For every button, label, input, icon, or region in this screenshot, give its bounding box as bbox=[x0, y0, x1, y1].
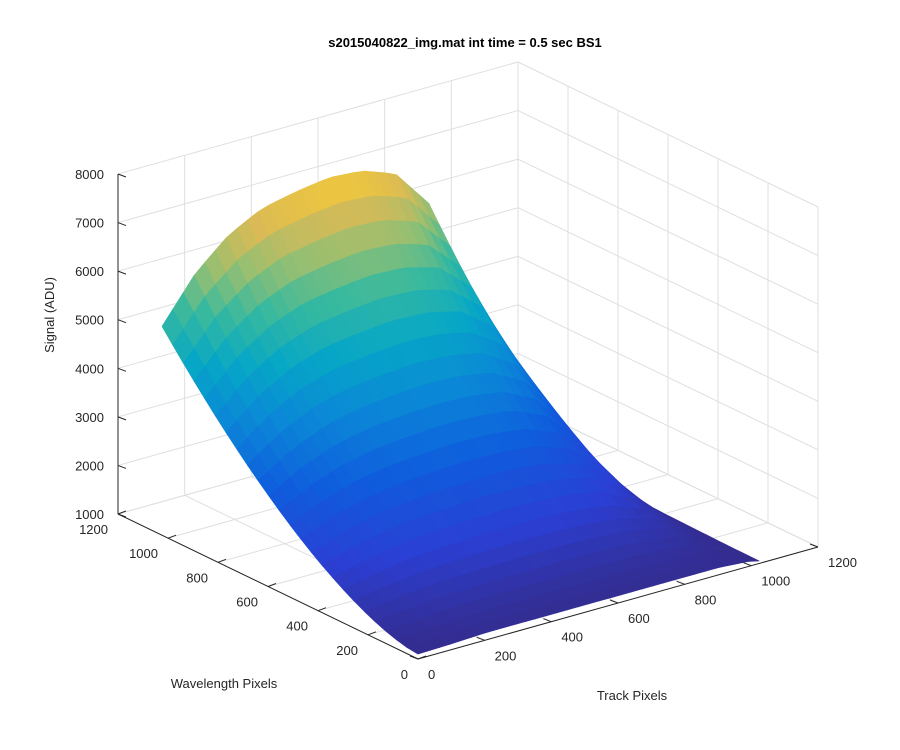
track-tick-label: 1000 bbox=[761, 574, 790, 589]
wavelength-tick-label: 400 bbox=[286, 619, 308, 634]
grid-line bbox=[517, 207, 819, 354]
surface-plot bbox=[161, 170, 760, 655]
z-tick-label: 2000 bbox=[75, 458, 104, 473]
grid-line bbox=[517, 110, 819, 257]
wavelength-tick bbox=[417, 655, 427, 660]
grid-line bbox=[517, 352, 819, 499]
grid-line bbox=[517, 61, 819, 208]
track-tick-label: 200 bbox=[495, 648, 517, 663]
z-tick-label: 7000 bbox=[75, 216, 104, 231]
surface-patch bbox=[406, 643, 430, 655]
wavelength-tick-label: 1000 bbox=[129, 546, 158, 561]
wavelength-tick-label: 0 bbox=[401, 667, 408, 682]
z-tick bbox=[117, 367, 127, 372]
axes-lines bbox=[117, 173, 819, 660]
track-tick-label: 800 bbox=[695, 592, 717, 607]
z-tick-label: 6000 bbox=[75, 264, 104, 279]
z-tick-label: 5000 bbox=[75, 313, 104, 328]
z-tick bbox=[117, 319, 127, 324]
track-tick-label: 1200 bbox=[828, 555, 857, 570]
track-tick-label: 600 bbox=[628, 611, 650, 626]
z-tick bbox=[117, 464, 127, 469]
wavelength-tick bbox=[167, 534, 177, 539]
track-tick bbox=[743, 562, 752, 567]
z-tick bbox=[117, 270, 127, 275]
z-tick bbox=[117, 173, 127, 178]
track-tick bbox=[476, 636, 485, 641]
wavelength-tick bbox=[117, 510, 127, 515]
grid-line bbox=[517, 158, 819, 305]
grid-line bbox=[117, 110, 519, 224]
track-axis-label: Track Pixels bbox=[597, 688, 668, 703]
wavelength-tick-label: 600 bbox=[236, 595, 258, 610]
z-tick bbox=[117, 513, 127, 518]
grid-line bbox=[517, 255, 819, 402]
track-tick bbox=[809, 543, 819, 548]
z-axis-label: Signal (ADU) bbox=[42, 277, 57, 353]
wavelength-tick bbox=[267, 583, 277, 587]
chart-title: s2015040822_img.mat int time = 0.5 sec B… bbox=[328, 35, 602, 50]
tick-labels: 1000200030004000500060007000800002004006… bbox=[75, 167, 857, 682]
track-tick-label: 400 bbox=[561, 630, 583, 645]
z-tick-label: 8000 bbox=[75, 167, 104, 182]
track-tick-label: 0 bbox=[428, 667, 435, 682]
track-tick bbox=[676, 580, 685, 585]
wavelength-tick bbox=[317, 607, 327, 612]
wavelength-tick-label: 200 bbox=[336, 643, 358, 658]
wavelength-tick bbox=[217, 558, 227, 563]
track-tick bbox=[409, 655, 419, 660]
wavelength-tick-label: 1200 bbox=[79, 522, 108, 537]
grid-line bbox=[117, 61, 519, 175]
wavelength-tick bbox=[367, 631, 377, 636]
z-tick-label: 3000 bbox=[75, 410, 104, 425]
z-tick bbox=[117, 416, 127, 421]
track-tick bbox=[609, 599, 619, 604]
z-tick-label: 1000 bbox=[75, 507, 104, 522]
grid-line bbox=[517, 304, 819, 451]
z-tick bbox=[117, 222, 127, 227]
wavelength-tick-label: 800 bbox=[186, 570, 208, 585]
z-tick-label: 4000 bbox=[75, 361, 104, 376]
track-tick bbox=[543, 618, 552, 623]
wavelength-axis-label: Wavelength Pixels bbox=[171, 676, 278, 691]
